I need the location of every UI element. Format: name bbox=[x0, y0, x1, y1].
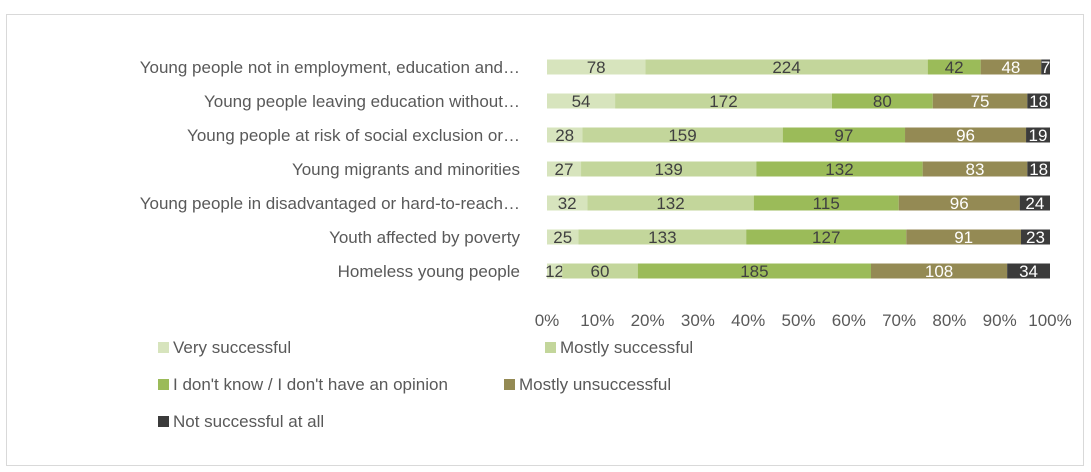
bar-segment bbox=[927, 59, 981, 75]
legend-swatch bbox=[158, 342, 169, 353]
category-label: Young people not in employment, educatio… bbox=[140, 58, 520, 77]
x-tick-label: 90% bbox=[983, 311, 1017, 330]
bar-segment bbox=[637, 263, 871, 279]
x-tick-label: 50% bbox=[781, 311, 815, 330]
data-label: 108 bbox=[925, 262, 953, 281]
data-label: 54 bbox=[572, 92, 591, 111]
data-label: 224 bbox=[772, 58, 800, 77]
data-label: 115 bbox=[813, 194, 840, 213]
bar-segment bbox=[870, 263, 1008, 279]
data-label: 19 bbox=[1029, 126, 1048, 145]
category-label: Young migrants and minorities bbox=[292, 160, 520, 179]
bar-segment bbox=[547, 93, 616, 109]
bar-segment bbox=[547, 59, 646, 75]
data-label: 23 bbox=[1026, 228, 1045, 247]
legend-label: Very successful bbox=[173, 338, 291, 357]
legend-swatch bbox=[158, 416, 169, 427]
data-label: 96 bbox=[950, 194, 969, 213]
x-tick-label: 10% bbox=[580, 311, 614, 330]
category-label: Youth affected by poverty bbox=[329, 228, 520, 247]
data-label: 96 bbox=[956, 126, 975, 145]
bar-segment bbox=[562, 263, 638, 279]
x-tick-label: 0% bbox=[535, 311, 560, 330]
bar-segment bbox=[547, 161, 582, 177]
data-label: 60 bbox=[590, 262, 609, 281]
bar-segment bbox=[582, 127, 783, 143]
bar-segment bbox=[1021, 229, 1050, 245]
legend-label: Not successful at all bbox=[173, 412, 324, 431]
x-tick-label: 40% bbox=[731, 311, 765, 330]
bar-segment bbox=[547, 195, 588, 211]
x-tick-label: 60% bbox=[832, 311, 866, 330]
data-label: 42 bbox=[945, 58, 964, 77]
bar-segment bbox=[547, 229, 579, 245]
data-label: 7 bbox=[1041, 58, 1050, 77]
data-label: 127 bbox=[812, 228, 840, 247]
bar-segment bbox=[1027, 161, 1050, 177]
legend-label: Mostly successful bbox=[560, 338, 693, 357]
bar-segment bbox=[615, 93, 832, 109]
legend-swatch bbox=[545, 342, 556, 353]
data-label: 133 bbox=[648, 228, 676, 247]
data-label: 172 bbox=[709, 92, 737, 111]
data-label: 75 bbox=[971, 92, 990, 111]
bar-segment bbox=[753, 195, 899, 211]
data-label: 159 bbox=[668, 126, 696, 145]
data-label: 83 bbox=[966, 160, 985, 179]
bar-segment bbox=[547, 127, 583, 143]
bar-segment bbox=[645, 59, 928, 75]
x-tick-label: 80% bbox=[932, 311, 966, 330]
data-label: 18 bbox=[1029, 92, 1048, 111]
bar-segment bbox=[1026, 127, 1050, 143]
data-label: 132 bbox=[656, 194, 684, 213]
data-label: 28 bbox=[555, 126, 574, 145]
category-label: Young people leaving education without… bbox=[204, 92, 520, 111]
x-tick-label: 20% bbox=[631, 311, 665, 330]
bar-segment bbox=[581, 161, 757, 177]
data-label: 48 bbox=[1001, 58, 1020, 77]
data-label: 12 bbox=[545, 262, 564, 281]
data-label: 97 bbox=[834, 126, 853, 145]
data-label: 78 bbox=[587, 58, 606, 77]
bar-segment bbox=[578, 229, 747, 245]
data-label: 139 bbox=[654, 160, 682, 179]
bar-segment bbox=[932, 93, 1028, 109]
data-label: 132 bbox=[825, 160, 853, 179]
bar-segment bbox=[1027, 93, 1050, 109]
bar-segment bbox=[547, 263, 563, 279]
legend-swatch bbox=[504, 379, 515, 390]
bar-segment bbox=[746, 229, 907, 245]
bar-segment bbox=[831, 93, 933, 109]
data-label: 185 bbox=[740, 262, 768, 281]
data-label: 18 bbox=[1029, 160, 1048, 179]
bar-segment bbox=[922, 161, 1028, 177]
x-tick-label: 30% bbox=[681, 311, 715, 330]
data-label: 24 bbox=[1025, 194, 1044, 213]
bar-segment bbox=[1041, 59, 1050, 75]
category-label: Homeless young people bbox=[338, 262, 520, 281]
legend-label: Mostly unsuccessful bbox=[519, 375, 671, 394]
bar-segment bbox=[980, 59, 1042, 75]
data-label: 27 bbox=[555, 160, 574, 179]
bar-segment bbox=[587, 195, 754, 211]
x-tick-label: 100% bbox=[1028, 311, 1071, 330]
bar-segment bbox=[905, 127, 1027, 143]
category-label: Young people in disadvantaged or hard-to… bbox=[140, 194, 520, 213]
bar-segment bbox=[906, 229, 1022, 245]
data-label: 34 bbox=[1019, 262, 1038, 281]
data-label: 25 bbox=[553, 228, 572, 247]
legend-label: I don't know / I don't have an opinion bbox=[173, 375, 448, 394]
bar-segment bbox=[756, 161, 923, 177]
legend-swatch bbox=[158, 379, 169, 390]
category-label: Young people at risk of social exclusion… bbox=[187, 126, 520, 145]
bar-segment bbox=[1019, 195, 1050, 211]
data-label: 32 bbox=[558, 194, 577, 213]
bar-segment bbox=[782, 127, 906, 143]
bar-segment bbox=[898, 195, 1020, 211]
data-label: 80 bbox=[873, 92, 892, 111]
data-label: 91 bbox=[954, 228, 973, 247]
x-tick-label: 70% bbox=[882, 311, 916, 330]
bar-segment bbox=[1007, 263, 1050, 279]
